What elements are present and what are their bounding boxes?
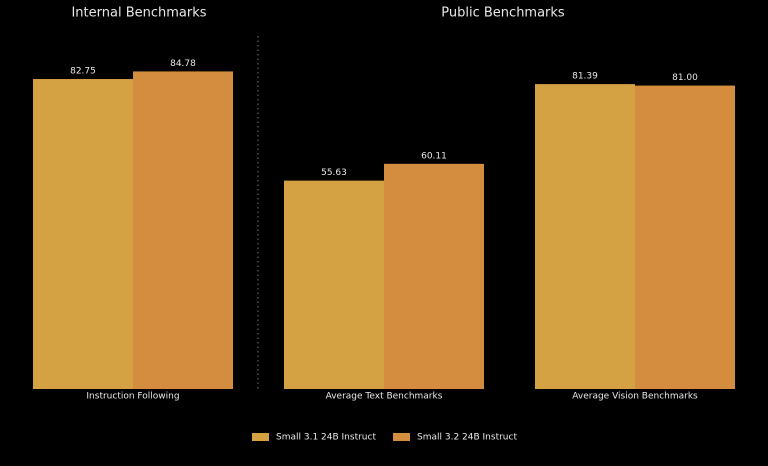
legend-swatch [393,433,410,441]
bar [33,79,133,390]
legend-label: Small 3.1 24B Instruct [276,433,376,443]
value-label: 81.00 [672,73,698,83]
x-tick-label: Average Vision Benchmarks [572,392,698,402]
x-tick-label: Instruction Following [86,392,179,402]
bar [133,71,233,389]
panel-title: Public Benchmarks [441,6,565,21]
value-label: 82.75 [70,67,96,77]
legend-swatch [252,433,269,441]
value-label: 81.39 [572,72,598,82]
legend-label: Small 3.2 24B Instruct [417,433,517,443]
bar [384,163,484,389]
bar [635,85,735,389]
bar [284,180,384,389]
panel-title: Internal Benchmarks [71,6,206,21]
value-label: 55.63 [321,168,347,178]
value-label: 84.78 [170,59,196,69]
bar [535,84,635,389]
x-tick-label: Average Text Benchmarks [326,392,443,402]
value-label: 60.11 [421,151,447,161]
